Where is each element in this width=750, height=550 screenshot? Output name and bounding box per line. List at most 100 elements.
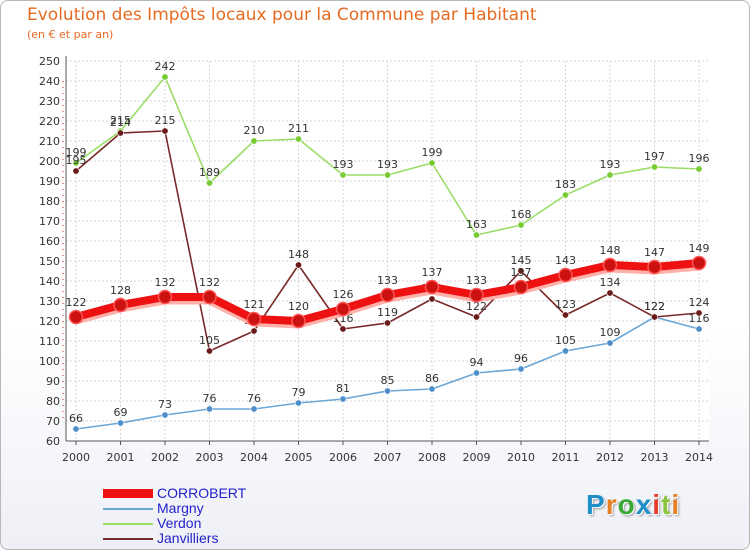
data-point-verdon [161, 73, 169, 81]
data-label-verdon: 215 [110, 114, 131, 127]
x-tick-label: 2004 [240, 451, 268, 464]
data-point-janvilliers [650, 313, 658, 321]
data-point-corrobert [380, 287, 395, 303]
logo-letter: i [652, 489, 662, 520]
y-tick-label: 250 [39, 55, 60, 68]
data-point-margny [428, 385, 436, 393]
data-label-janvilliers: 134 [600, 276, 621, 289]
data-label-janvilliers: 124 [689, 296, 710, 309]
data-point-verdon [606, 171, 614, 179]
data-label-corrobert: 126 [333, 288, 354, 301]
logo-letter: P [586, 489, 606, 520]
data-point-corrobert [157, 289, 173, 305]
data-point-margny [695, 325, 703, 333]
data-label-verdon: 193 [600, 158, 621, 171]
data-point-corrobert [602, 257, 618, 273]
legend-swatch-corrobert [103, 489, 153, 498]
data-label-janvilliers: 195 [66, 154, 87, 167]
x-tick-label: 2007 [374, 451, 402, 464]
data-point-margny [161, 411, 169, 419]
data-label-janvilliers: 214 [110, 116, 131, 129]
y-tick-label: 140 [39, 275, 60, 288]
data-label-margny: 66 [69, 412, 83, 425]
y-tick-label: 70 [46, 415, 60, 428]
data-label-verdon: 199 [422, 146, 443, 159]
data-point-margny [517, 365, 525, 373]
data-point-verdon [250, 137, 258, 145]
y-tick-label: 150 [39, 255, 60, 268]
y-tick-label: 210 [39, 135, 60, 148]
y-tick-label: 180 [39, 195, 60, 208]
y-tick-label: 220 [39, 115, 60, 128]
data-point-corrobert [68, 309, 84, 325]
legend-item-margny: Margny [103, 501, 246, 516]
data-label-verdon: 193 [377, 158, 398, 171]
data-label-janvilliers: 119 [377, 306, 398, 319]
data-point-verdon [294, 135, 302, 143]
data-point-janvilliers [517, 267, 525, 275]
data-label-corrobert: 132 [199, 276, 220, 289]
legend-label-corrobert: CORROBERT [157, 485, 247, 501]
legend: CORROBERT Margny Verdon Janvilliers [103, 486, 246, 546]
data-point-margny [206, 405, 214, 413]
data-label-margny: 105 [555, 334, 576, 347]
y-tick-label: 230 [39, 95, 60, 108]
y-tick-label: 80 [46, 395, 60, 408]
data-label-corrobert: 132 [155, 276, 176, 289]
data-point-janvilliers [161, 127, 169, 135]
data-label-corrobert: 133 [466, 274, 487, 287]
y-tick-label: 130 [39, 295, 60, 308]
legend-swatch-verdon [103, 522, 153, 525]
legend-swatch-janvilliers [103, 537, 153, 540]
data-label-janvilliers: 145 [511, 254, 532, 267]
data-label-janvilliers: 123 [555, 298, 576, 311]
data-point-corrobert [202, 289, 217, 305]
data-point-margny [383, 387, 391, 395]
data-point-verdon [472, 231, 480, 239]
data-label-margny: 79 [292, 386, 306, 399]
data-point-margny [294, 399, 302, 407]
data-label-janvilliers: 148 [288, 248, 309, 261]
data-label-margny: 85 [381, 374, 395, 387]
data-label-corrobert: 120 [288, 300, 309, 313]
x-tick-label: 2006 [329, 451, 357, 464]
x-tick-label: 2003 [196, 451, 224, 464]
data-label-verdon: 183 [555, 178, 576, 191]
y-tick-label: 190 [39, 175, 60, 188]
data-point-janvilliers [250, 327, 258, 335]
data-point-verdon [339, 171, 347, 179]
data-point-janvilliers [117, 129, 125, 137]
x-tick-label: 2009 [463, 451, 491, 464]
data-label-corrobert: 128 [110, 284, 131, 297]
data-label-verdon: 189 [199, 166, 220, 179]
data-point-verdon [517, 221, 525, 229]
x-tick-label: 2000 [62, 451, 90, 464]
logo-letter: r [605, 489, 618, 520]
data-label-margny: 81 [336, 382, 350, 395]
data-label-verdon: 242 [155, 60, 176, 73]
data-label-verdon: 211 [288, 122, 309, 135]
data-label-janvilliers: 215 [155, 114, 176, 127]
data-label-corrobert: 133 [377, 274, 398, 287]
x-tick-label: 2010 [507, 451, 535, 464]
data-point-margny [72, 425, 80, 433]
data-point-margny [472, 369, 480, 377]
y-tick-label: 110 [39, 335, 60, 348]
data-point-verdon [206, 179, 214, 187]
data-point-margny [606, 339, 614, 347]
x-tick-label: 2014 [685, 451, 713, 464]
data-label-verdon: 163 [466, 218, 487, 231]
legend-item-verdon: Verdon [103, 516, 246, 531]
x-tick-label: 2008 [418, 451, 446, 464]
data-point-verdon [383, 171, 391, 179]
data-label-margny: 94 [470, 356, 484, 369]
logo-letter: t [661, 489, 672, 520]
legend-swatch-margny [103, 507, 153, 510]
x-tick-label: 2002 [151, 451, 179, 464]
data-point-janvilliers [606, 289, 614, 297]
data-label-verdon: 197 [644, 150, 665, 163]
y-tick-label: 60 [46, 435, 60, 448]
data-label-verdon: 196 [689, 152, 710, 165]
data-label-margny: 116 [689, 312, 710, 325]
